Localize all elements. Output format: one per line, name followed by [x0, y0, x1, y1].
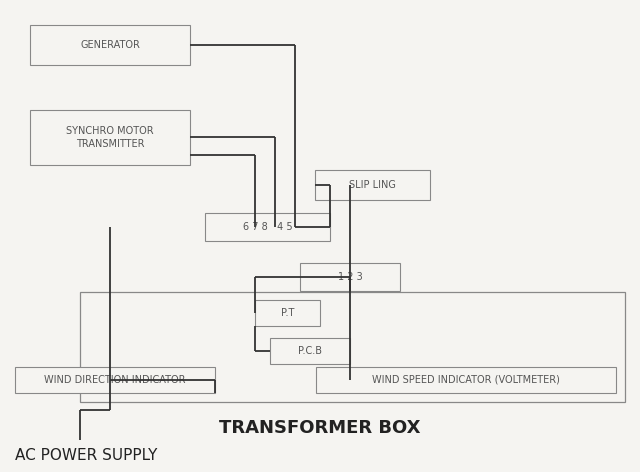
Text: P.C.B: P.C.B: [298, 346, 322, 356]
Text: SLIP LING: SLIP LING: [349, 180, 396, 190]
Text: WIND DIRECTION INDICATOR: WIND DIRECTION INDICATOR: [44, 375, 186, 385]
FancyBboxPatch shape: [270, 338, 350, 364]
Text: GENERATOR: GENERATOR: [80, 40, 140, 50]
Text: P.T: P.T: [281, 308, 294, 318]
FancyBboxPatch shape: [80, 292, 625, 402]
Text: 1 2 3: 1 2 3: [338, 272, 362, 282]
Text: WIND SPEED INDICATOR (VOLTMETER): WIND SPEED INDICATOR (VOLTMETER): [372, 375, 560, 385]
FancyBboxPatch shape: [316, 367, 616, 393]
FancyBboxPatch shape: [30, 25, 190, 65]
FancyBboxPatch shape: [30, 110, 190, 165]
FancyBboxPatch shape: [315, 170, 430, 200]
FancyBboxPatch shape: [205, 213, 330, 241]
FancyBboxPatch shape: [255, 300, 320, 326]
Text: 6 7 8   4 5: 6 7 8 4 5: [243, 222, 292, 232]
FancyBboxPatch shape: [300, 263, 400, 291]
FancyBboxPatch shape: [15, 367, 215, 393]
Text: TRANSFORMER BOX: TRANSFORMER BOX: [220, 419, 420, 437]
Text: AC POWER SUPPLY: AC POWER SUPPLY: [15, 447, 157, 463]
Text: SYNCHRO MOTOR
TRANSMITTER: SYNCHRO MOTOR TRANSMITTER: [66, 126, 154, 149]
